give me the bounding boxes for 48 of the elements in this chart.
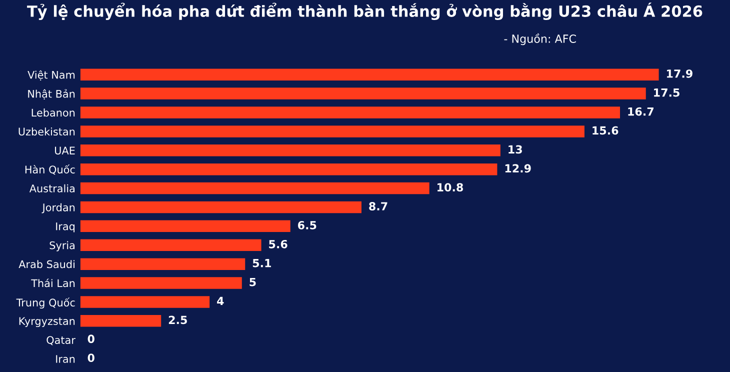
y-tick-label: Iran: [56, 355, 75, 363]
data-label: 17.5: [654, 88, 680, 97]
y-tick-label: Syria: [50, 241, 74, 252]
chart-title: Tỷ lệ chuyển hóa pha dứt điểm thành bàn thắng ở vòng bằng U23 châu Á 2026: [27, 2, 702, 20]
y-tick-label: Uzbekistan: [18, 127, 75, 136]
y-tick-label: Jordan: [42, 203, 75, 214]
bar: [80, 163, 498, 176]
data-label: 16.7: [628, 107, 654, 116]
bar: [80, 182, 430, 194]
bar: [80, 106, 620, 118]
data-label: 8.7: [369, 202, 388, 210]
data-label: 5.6: [269, 240, 288, 248]
bar: [80, 315, 162, 327]
y-tick-label: Australia: [29, 184, 74, 192]
bar: [80, 258, 246, 270]
y-tick-label: Nhật Bản: [28, 89, 75, 100]
bar: [80, 88, 646, 100]
y-tick-label: Kyrgyzstan: [19, 317, 75, 328]
data-label: 13: [508, 145, 522, 154]
data-label: 5.1: [252, 259, 271, 268]
data-label: 2.5: [168, 316, 187, 324]
y-tick-label: Thái Lan: [31, 278, 75, 288]
data-label: 0: [88, 354, 94, 362]
data-label: 12.9: [505, 164, 531, 173]
bar: [80, 68, 659, 80]
data-label: 4: [217, 296, 224, 306]
bar: [80, 201, 362, 214]
y-tick-label: Hàn Quốc: [25, 164, 75, 175]
text: - Nguồn: AFC: [504, 33, 576, 46]
y-tick-label: Việt Nam: [28, 70, 75, 81]
y-tick-label: Qatar: [46, 336, 76, 346]
data-label: 15.6: [592, 126, 618, 135]
data-label: 10.8: [438, 183, 464, 192]
bar: [80, 144, 500, 156]
data-label: 5: [250, 278, 256, 286]
bar: [80, 277, 242, 289]
bar: [80, 220, 290, 232]
y-tick-label: Lebanon: [32, 108, 75, 117]
bar: [80, 239, 262, 251]
y-tick-label: UAE: [55, 146, 75, 154]
y-tick-label: Trung Quốc: [16, 298, 75, 309]
data-label: 6.5: [298, 221, 316, 230]
data-label: 17.9: [666, 69, 692, 78]
y-tick-label: Iraq: [56, 222, 74, 232]
bar: [80, 296, 210, 308]
y-tick-label: Arab Saudi: [18, 260, 74, 268]
data-label: 0: [88, 334, 94, 344]
bar: [80, 126, 584, 138]
